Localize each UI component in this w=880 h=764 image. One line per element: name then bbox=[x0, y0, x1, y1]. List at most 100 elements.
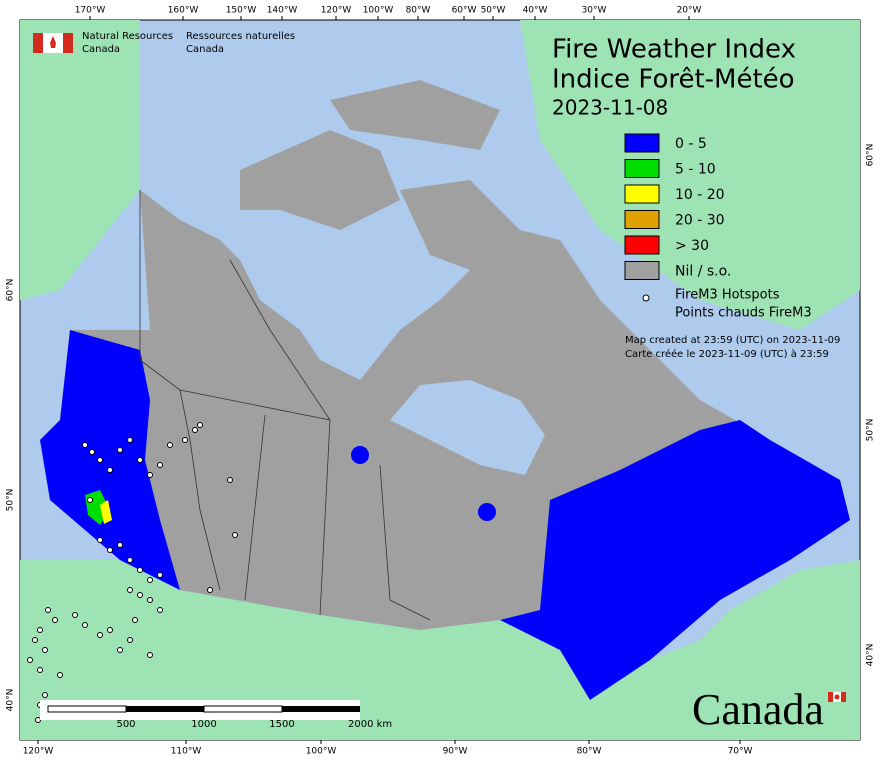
hotspot bbox=[232, 532, 238, 538]
hotspot bbox=[157, 572, 163, 578]
hotspot bbox=[137, 592, 143, 598]
wordmark-flag bbox=[828, 692, 846, 702]
legend-swatch bbox=[624, 184, 660, 204]
legend-label: 0 - 5 bbox=[675, 136, 707, 152]
legend-label: 5 - 10 bbox=[675, 162, 716, 178]
island bbox=[240, 130, 400, 230]
fwi-spot bbox=[351, 446, 369, 464]
hotspot bbox=[147, 597, 153, 603]
graticule: 170°W 160°W 150°W 140°W 120°W 100°W 80°W 60°W 50… bbox=[6, 6, 876, 757]
hotspot bbox=[117, 647, 123, 653]
flag-bar bbox=[33, 33, 43, 53]
legend-label: Points chauds FireM3 bbox=[675, 306, 812, 321]
hotspot bbox=[127, 437, 133, 443]
hotspot bbox=[32, 637, 38, 643]
border bbox=[139, 190, 221, 591]
fwi-east bbox=[500, 420, 850, 700]
hotspot bbox=[72, 612, 78, 618]
hotspot bbox=[27, 657, 33, 663]
hotspot bbox=[89, 449, 95, 455]
lon-label: 160°W bbox=[168, 6, 199, 16]
hotspot bbox=[197, 422, 203, 428]
greenland bbox=[520, 20, 860, 330]
lon-label: 60°W bbox=[452, 6, 477, 16]
flag-bar bbox=[63, 33, 73, 53]
hotspot bbox=[137, 567, 143, 573]
hotspot bbox=[42, 647, 48, 653]
hotspot bbox=[35, 717, 41, 723]
borders bbox=[139, 190, 431, 621]
hotspot bbox=[132, 617, 138, 623]
hotspot bbox=[207, 587, 213, 593]
hotspot bbox=[182, 437, 188, 443]
hotspot bbox=[97, 457, 103, 463]
flag-bar bbox=[841, 692, 846, 702]
legend-label: > 30 bbox=[675, 238, 709, 254]
fwi-patch bbox=[100, 500, 112, 524]
island bbox=[330, 80, 500, 150]
lon-label: 170°W bbox=[75, 6, 106, 16]
hotspot bbox=[37, 667, 43, 673]
scale-seg bbox=[282, 706, 360, 712]
border bbox=[244, 414, 266, 601]
title-fr: Indice Forêt-Météo bbox=[552, 65, 795, 95]
scale-label: 1000 bbox=[191, 719, 216, 730]
lat-label: 50°N bbox=[6, 489, 16, 512]
lon-label: 120°W bbox=[23, 747, 54, 757]
legend-swatch bbox=[624, 235, 660, 255]
fwi-west bbox=[40, 330, 180, 590]
hotspot bbox=[192, 427, 198, 433]
island bbox=[400, 180, 520, 270]
lon-label: 90°W bbox=[443, 747, 468, 757]
scale-seg bbox=[47, 705, 127, 713]
legend-swatch bbox=[624, 159, 660, 178]
hotspot bbox=[107, 547, 113, 553]
hotspot bbox=[227, 477, 233, 483]
legend-swatch bbox=[624, 133, 660, 153]
note: Map created at 23:59 (UTC) on 2023-11-09 bbox=[625, 335, 840, 346]
note: Carte créée le 2023-11-09 (UTC) à 23:59 bbox=[625, 348, 829, 360]
lon-label: 50°W bbox=[481, 6, 506, 16]
lon-label: 100°W bbox=[363, 6, 394, 16]
hotspot bbox=[82, 442, 88, 448]
legend-swatch bbox=[624, 210, 660, 229]
legend: 0 - 5 5 - 10 10 - 20 20 - 30 > 30 Nil / s.o. bbox=[624, 133, 731, 280]
hotspot bbox=[87, 497, 93, 503]
lon-label: 100°W bbox=[306, 747, 337, 757]
hotspot bbox=[157, 607, 163, 613]
legend-label: 20 - 30 bbox=[675, 213, 725, 229]
lon-label: 30°W bbox=[582, 6, 607, 16]
border bbox=[179, 389, 331, 421]
hotspot bbox=[117, 447, 123, 453]
lon-label: 120°W bbox=[321, 6, 352, 16]
legend-label: 10 - 20 bbox=[675, 187, 725, 203]
lat-label: 60°N bbox=[6, 279, 16, 302]
agency-fr: Canada bbox=[186, 44, 224, 55]
hotspot bbox=[137, 457, 143, 463]
hotspot bbox=[127, 557, 133, 563]
lon-label: 70°W bbox=[728, 747, 753, 757]
hotspot bbox=[45, 607, 51, 613]
hotspot bbox=[52, 617, 58, 623]
scale-label: 2000 km bbox=[348, 719, 392, 730]
scale-label: 500 bbox=[116, 719, 135, 730]
hotspot bbox=[147, 577, 153, 583]
lat-label: 60°N bbox=[866, 144, 876, 167]
wordmark: Canada bbox=[692, 685, 824, 734]
hotspot bbox=[127, 587, 133, 593]
border bbox=[229, 259, 331, 616]
border bbox=[379, 464, 431, 621]
hotspot bbox=[147, 472, 153, 478]
legend-label: FireM3 Hotspots bbox=[675, 288, 780, 303]
date: 2023-11-08 bbox=[552, 96, 668, 120]
hotspot bbox=[97, 537, 103, 543]
hotspot bbox=[167, 442, 173, 448]
lon-label: 80°W bbox=[406, 6, 431, 16]
hotspot bbox=[57, 672, 63, 678]
hotspots bbox=[27, 422, 238, 723]
flag-bar bbox=[828, 692, 833, 702]
hotspot bbox=[127, 637, 133, 643]
lon-label: 40°W bbox=[523, 6, 548, 16]
agency: Natural Resources Canada Ressources natu… bbox=[33, 31, 295, 55]
